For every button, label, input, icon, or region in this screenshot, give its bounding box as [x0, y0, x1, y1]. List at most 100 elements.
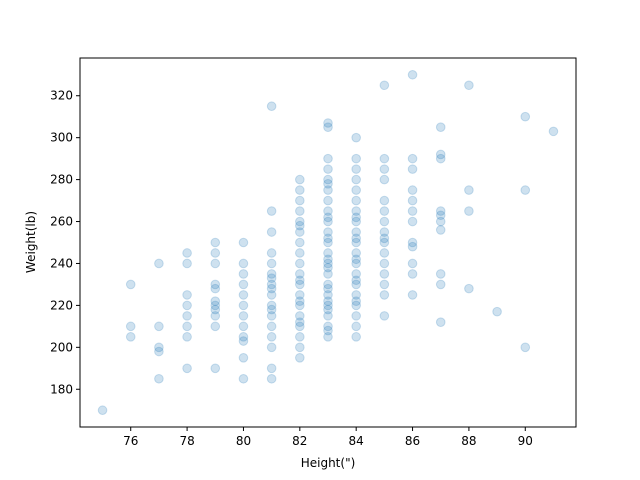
data-point	[351, 195, 361, 206]
data-point	[238, 237, 249, 248]
data-point	[238, 258, 249, 269]
data-point	[407, 195, 418, 206]
data-point	[238, 332, 249, 342]
data-point	[210, 258, 221, 269]
data-point	[323, 311, 333, 321]
data-point	[323, 118, 333, 128]
data-point	[323, 195, 333, 206]
data-point	[323, 321, 333, 332]
data-point	[238, 353, 249, 363]
data-point	[266, 332, 277, 342]
data-point	[435, 216, 446, 227]
data-point	[238, 290, 249, 300]
data-point	[210, 283, 221, 294]
data-point	[323, 269, 333, 279]
data-point	[295, 300, 305, 311]
data-point	[182, 311, 192, 321]
data-point	[323, 122, 333, 132]
data-point	[323, 283, 333, 294]
data-point	[154, 346, 164, 357]
data-point	[295, 296, 305, 307]
data-point	[351, 185, 361, 195]
data-point	[351, 174, 361, 185]
data-point	[407, 241, 418, 252]
data-point	[351, 164, 361, 174]
data-point	[323, 296, 333, 307]
data-point	[464, 185, 474, 195]
data-point	[266, 300, 277, 311]
data-point	[379, 233, 390, 244]
data-point	[295, 332, 305, 342]
data-point	[295, 237, 305, 248]
data-point	[295, 275, 305, 286]
data-point	[379, 206, 390, 216]
data-point	[407, 290, 418, 300]
data-point	[295, 317, 305, 327]
x-tick-label: 86	[405, 434, 420, 448]
data-point	[548, 126, 559, 137]
data-point	[351, 254, 361, 265]
data-point	[238, 279, 249, 290]
data-point	[266, 258, 277, 269]
data-point	[182, 248, 192, 258]
data-point	[407, 69, 418, 80]
data-point	[323, 248, 333, 258]
data-point	[323, 227, 333, 237]
data-point	[125, 279, 136, 290]
data-point	[379, 80, 390, 91]
data-point	[210, 300, 221, 311]
data-point	[238, 373, 249, 384]
data-point	[295, 174, 305, 185]
data-point	[182, 258, 192, 269]
data-point	[266, 101, 277, 112]
data-point	[323, 206, 333, 216]
data-point	[435, 317, 446, 327]
data-point	[295, 311, 305, 321]
data-point	[323, 233, 333, 244]
x-tick-label: 80	[236, 434, 251, 448]
data-point	[407, 164, 418, 174]
data-point	[323, 325, 333, 336]
data-point	[210, 237, 221, 248]
data-point	[407, 237, 418, 248]
data-point	[266, 248, 277, 258]
data-point	[323, 237, 333, 248]
data-point	[295, 258, 305, 269]
data-point	[323, 258, 333, 269]
data-point	[266, 342, 277, 353]
data-point	[435, 206, 446, 216]
data-point	[210, 321, 221, 332]
data-point	[379, 164, 390, 174]
data-point	[266, 363, 277, 374]
data-point	[351, 279, 361, 290]
data-point	[238, 269, 249, 279]
data-point	[323, 254, 333, 265]
data-point	[351, 212, 361, 223]
data-point	[295, 206, 305, 216]
data-point	[266, 290, 277, 300]
data-point	[154, 342, 164, 353]
data-point	[295, 290, 305, 300]
data-point	[379, 227, 390, 237]
data-point	[266, 206, 277, 216]
x-ticks: 76 78 80 82 84 86 88 90	[123, 427, 533, 448]
data-point	[323, 279, 333, 290]
data-point	[379, 311, 390, 321]
data-point	[351, 227, 361, 237]
data-point	[182, 290, 192, 300]
data-point	[435, 149, 446, 160]
y-ticks: 180 200 220 240 260 280 300 320	[50, 89, 80, 396]
data-point	[351, 296, 361, 307]
data-point	[379, 269, 390, 279]
data-point	[182, 332, 192, 342]
data-point	[210, 304, 221, 315]
data-point	[351, 332, 361, 342]
data-point	[295, 185, 305, 195]
data-point	[238, 311, 249, 321]
data-point	[323, 153, 333, 164]
points-layer	[97, 69, 559, 416]
data-point	[182, 321, 192, 332]
x-tick-label: 78	[179, 434, 194, 448]
data-point	[182, 363, 192, 374]
